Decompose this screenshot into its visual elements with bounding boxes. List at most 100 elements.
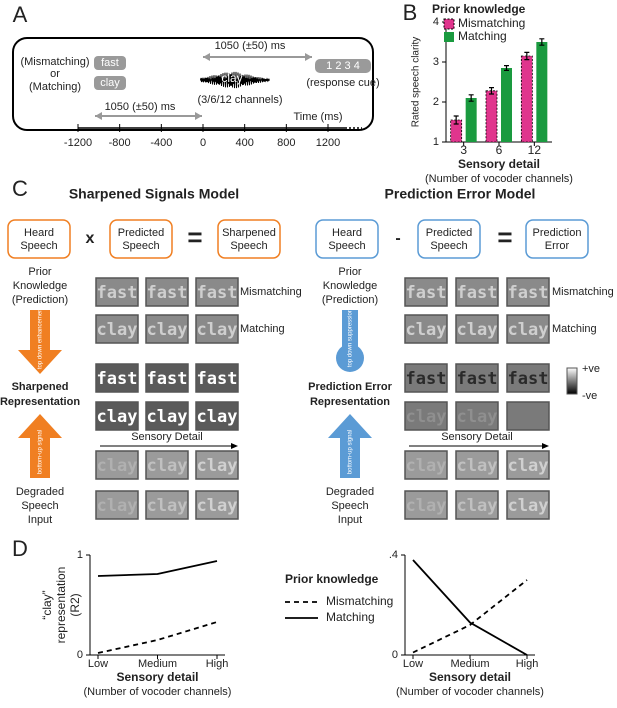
spectrogram (404, 363, 448, 393)
spectrogram-word: clay (457, 456, 498, 476)
legend-title: Prior knowledge (432, 2, 526, 16)
x-axis-sublabel: (Number of vocoder channels) (84, 686, 232, 698)
suppression-head (336, 344, 364, 372)
error-bar (524, 51, 530, 61)
error-bar (504, 65, 509, 71)
x-tick-label: Medium (138, 658, 177, 670)
spectrogram (95, 363, 139, 393)
cue-pill (315, 59, 371, 73)
spectrogram (195, 314, 239, 344)
spectrogram (95, 314, 139, 344)
representation-label: Representation (0, 396, 80, 408)
spectrogram-word: clay (147, 456, 188, 476)
spectrogram-word: clay (457, 496, 498, 516)
x-axis-sublabel: (Number of vocoder channels) (396, 686, 544, 698)
spectrogram-word: clay (147, 407, 188, 427)
spectrogram-word: fast (508, 283, 549, 303)
model-box-label: Prediction (533, 227, 582, 239)
spectrogram (145, 314, 189, 344)
cue-caption: (response cue) (306, 77, 379, 89)
word-pill (94, 76, 126, 90)
x-tick-label: 6 (496, 143, 503, 157)
prior-label: Prior (28, 266, 52, 278)
spectrogram-word: clay (508, 496, 549, 516)
spectrogram-word: clay (147, 496, 188, 516)
spectrogram-word: clay (97, 407, 138, 427)
error-bar (453, 115, 459, 125)
model-box-label: Heard (24, 227, 54, 239)
spectrogram (145, 450, 189, 480)
y-tick-label: 1 (77, 549, 83, 561)
spectrogram (455, 277, 499, 307)
input-label: Degraded (16, 486, 64, 498)
model-box-label: Heard (332, 227, 362, 239)
operator: - (395, 230, 400, 247)
spectrogram-word: clay (197, 456, 238, 476)
choice-label: (Mismatching) (20, 56, 89, 68)
line-series (97, 560, 218, 577)
spectrogram (506, 490, 550, 520)
y-tick-label: 0 (392, 649, 398, 661)
spectrogram (145, 401, 189, 431)
x-tick-label: Low (403, 658, 423, 670)
input-label: Input (28, 514, 52, 526)
spectrogram-word: fast (147, 369, 188, 389)
choice-label: or (50, 68, 60, 80)
interval-label: 1050 (±50) ms (105, 101, 176, 113)
spectrogram-word: fast (508, 369, 549, 389)
representation-label: Sharpened (12, 381, 69, 393)
panel-label: D (12, 536, 28, 561)
x-tick-label: High (206, 658, 229, 670)
spectrogram-word: fast (406, 369, 447, 389)
spectrogram-word: clay (457, 407, 498, 427)
spectrogram-word: fast (97, 283, 138, 303)
spectrogram-word: clay (97, 320, 138, 340)
representation-label: Prediction Error (308, 381, 392, 393)
arrow-text: top down enhancement (38, 306, 44, 369)
bar (501, 68, 512, 142)
row-label: Matching (552, 323, 597, 335)
prior-label: (Prediction) (12, 294, 68, 306)
spectrogram (95, 490, 139, 520)
spectrogram-word: fast (457, 283, 498, 303)
spectrogram (145, 490, 189, 520)
y-axis-label: (R2) (68, 593, 82, 616)
spectrogram (455, 314, 499, 344)
operator: = (187, 222, 202, 252)
row-label: Matching (240, 323, 285, 335)
spectrogram-word: fast (197, 369, 238, 389)
model-box-label: Speech (122, 240, 159, 252)
colorbar (566, 367, 578, 395)
row-label: Mismatching (240, 286, 302, 298)
prior-label: Knowledge (13, 280, 67, 292)
model-box-label: Sharpened (222, 227, 276, 239)
word-label: fast (101, 57, 119, 69)
spectrogram (455, 450, 499, 480)
error-bar (489, 87, 494, 95)
model-box (217, 219, 281, 259)
line-series (412, 559, 528, 656)
x-tick-label: High (516, 658, 539, 670)
model-box (109, 219, 173, 259)
tick-label: -400 (150, 137, 172, 149)
operator: = (497, 222, 512, 252)
model-box-label: Speech (328, 240, 365, 252)
bar (485, 90, 498, 143)
operator: x (86, 230, 95, 247)
cue-label: 1 2 3 4 (326, 60, 360, 72)
spectrogram (455, 401, 499, 431)
interval-label: 1050 (±50) ms (215, 40, 286, 52)
error-bar (468, 94, 474, 102)
spectrogram (404, 314, 448, 344)
spectrogram-word: clay (97, 456, 138, 476)
arrow-head (542, 443, 549, 449)
spectrogram-word: fast (97, 369, 138, 389)
input-label: Speech (21, 500, 58, 512)
spectrogram (506, 401, 550, 431)
spectrogram-word: clay (197, 407, 238, 427)
legend-title: Prior knowledge (285, 572, 379, 586)
tick-label: 400 (235, 137, 253, 149)
x-tick-label: Low (88, 658, 108, 670)
y-axis-label: “clay” (40, 590, 54, 619)
spectrogram-word: clay (197, 320, 238, 340)
